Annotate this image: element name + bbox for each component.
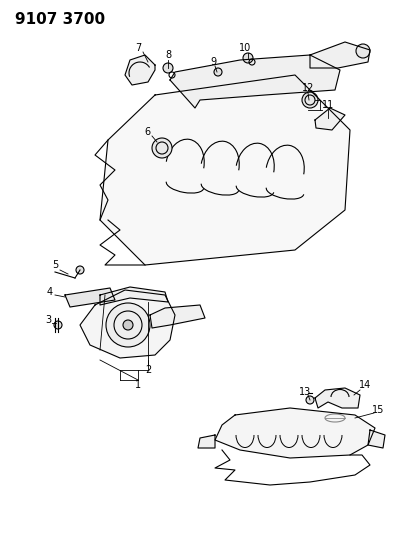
Circle shape [152, 138, 172, 158]
Text: 13: 13 [299, 387, 311, 397]
Polygon shape [310, 42, 370, 68]
Text: 2: 2 [145, 365, 151, 375]
Polygon shape [368, 430, 385, 448]
Text: 9107 3700: 9107 3700 [15, 12, 105, 27]
Circle shape [163, 63, 173, 73]
Text: 1: 1 [135, 380, 141, 390]
Polygon shape [315, 108, 345, 130]
Polygon shape [80, 290, 175, 358]
Circle shape [214, 68, 222, 76]
Text: 8: 8 [165, 50, 171, 60]
Polygon shape [315, 388, 360, 408]
Circle shape [243, 53, 253, 63]
Text: 7: 7 [135, 43, 141, 53]
Polygon shape [198, 435, 215, 448]
Text: 15: 15 [372, 405, 384, 415]
Circle shape [356, 44, 370, 58]
Circle shape [76, 266, 84, 274]
Circle shape [54, 321, 62, 329]
Circle shape [123, 320, 133, 330]
Text: 3: 3 [45, 315, 51, 325]
Polygon shape [150, 305, 205, 328]
Text: 4: 4 [47, 287, 53, 297]
Circle shape [306, 396, 314, 404]
Polygon shape [65, 288, 115, 307]
Text: 6: 6 [144, 127, 150, 137]
Polygon shape [100, 75, 350, 265]
Text: 5: 5 [52, 260, 58, 270]
Polygon shape [215, 408, 375, 458]
Text: 9: 9 [210, 57, 216, 67]
Polygon shape [125, 55, 155, 85]
Circle shape [302, 92, 318, 108]
Circle shape [106, 303, 150, 347]
Polygon shape [100, 287, 168, 305]
Text: 11: 11 [322, 100, 334, 110]
Text: 10: 10 [239, 43, 251, 53]
Text: 12: 12 [302, 83, 314, 93]
Text: 14: 14 [359, 380, 371, 390]
Polygon shape [170, 55, 340, 108]
